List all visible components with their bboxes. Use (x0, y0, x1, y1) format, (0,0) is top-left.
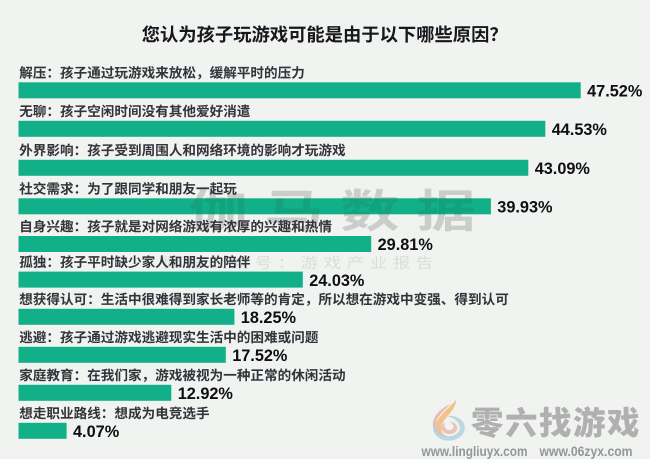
svg-text:17.52%: 17.52% (232, 347, 288, 365)
svg-text:29.81%: 29.81% (378, 236, 434, 254)
svg-text:39.93%: 39.93% (497, 199, 553, 217)
svg-text:www.lingliuyx.com: www.lingliuyx.com (421, 444, 528, 459)
svg-text:18.25%: 18.25% (241, 309, 297, 327)
svg-text:www.06zyx.com: www.06zyx.com (539, 444, 633, 459)
svg-text:43.09%: 43.09% (535, 160, 591, 178)
svg-text:12.92%: 12.92% (178, 385, 234, 403)
svg-text:44.53%: 44.53% (552, 121, 608, 139)
svg-text:4.07%: 4.07% (73, 423, 120, 441)
svg-text:24.03%: 24.03% (309, 272, 365, 290)
svg-text:47.52%: 47.52% (587, 83, 643, 101)
